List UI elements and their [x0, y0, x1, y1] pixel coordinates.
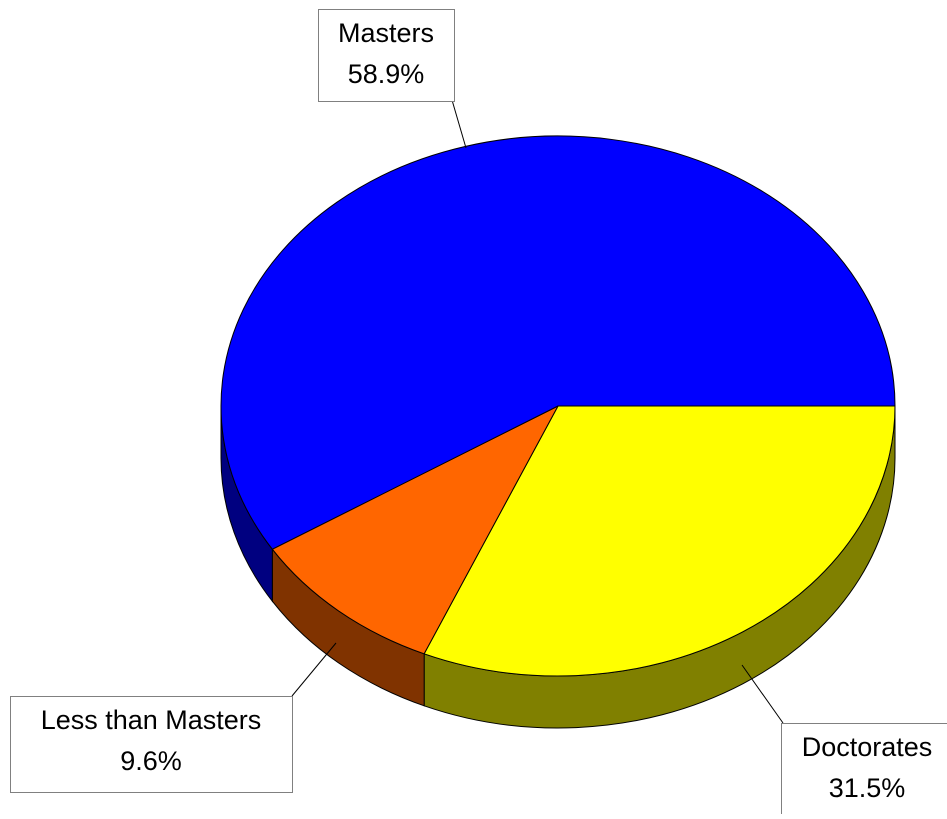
data-label-masters: Masters 58.9% [319, 10, 455, 102]
data-label-doctorates: Doctorates 31.5% [782, 724, 947, 815]
leader-line-less-than-masters [292, 643, 336, 696]
slice-category-label: Less than Masters [41, 705, 262, 735]
data-label-less-than-masters: Less than Masters 9.6% [11, 697, 293, 793]
slice-percent-label: 31.5% [829, 773, 906, 803]
slice-category-label: Masters [338, 18, 434, 48]
leader-line-doctorates [742, 665, 783, 723]
leader-line-masters [452, 100, 466, 148]
pie-top-faces [221, 136, 895, 676]
slice-category-label: Doctorates [802, 732, 933, 762]
slice-percent-label: 9.6% [120, 746, 182, 776]
slice-percent-label: 58.9% [348, 59, 425, 89]
